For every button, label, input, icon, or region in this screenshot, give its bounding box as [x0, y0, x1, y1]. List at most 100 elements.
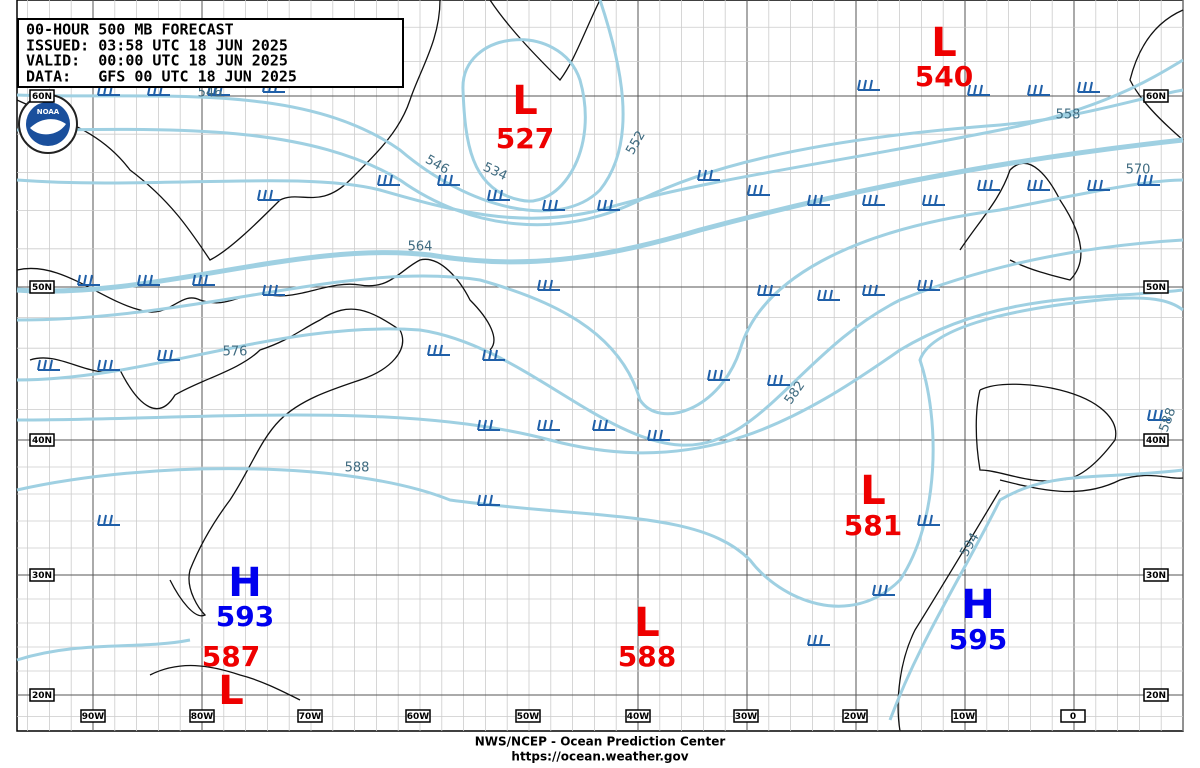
barb-flag: [857, 79, 861, 91]
wind-barb: [262, 284, 285, 296]
barb-flag: [817, 289, 821, 301]
barb-flag: [603, 199, 607, 211]
wind-barb: [767, 374, 790, 386]
barb-flag: [149, 274, 153, 286]
barb-flag: [917, 279, 921, 291]
wind-barb: [97, 514, 120, 526]
wind-barb: [1147, 409, 1170, 421]
center-value: 581: [844, 509, 902, 542]
barb-flag: [97, 514, 101, 526]
tag-box: [29, 568, 55, 582]
barb-flag: [929, 279, 933, 291]
barb-flag: [703, 169, 707, 181]
barb-flag: [862, 194, 866, 206]
wind-barb: [157, 349, 180, 361]
tag-box: [1143, 433, 1169, 447]
wind-barb: [807, 194, 830, 206]
barb-flag: [49, 359, 53, 371]
tag-label: 40W: [627, 712, 650, 722]
barb-flag: [257, 189, 261, 201]
center-type: L: [860, 468, 886, 514]
header-line: DATA: GFS 00 UTC 18 JUN 2025: [26, 68, 297, 86]
barb-flag: [97, 359, 101, 371]
wind-barb: [747, 184, 770, 196]
wind-barb: [647, 429, 670, 441]
wind-barb: [862, 194, 885, 206]
wind-barb: [872, 584, 895, 596]
barb-flag: [707, 369, 711, 381]
center-value: 593: [216, 600, 274, 633]
barb-flag: [263, 189, 267, 201]
wind-barb: [967, 84, 990, 96]
tag-label: 0: [1070, 712, 1076, 722]
barb-flag: [713, 369, 717, 381]
tag-label: 30N: [32, 571, 52, 581]
footer-line: https://ocean.weather.gov: [511, 750, 688, 764]
barb-flag: [869, 79, 873, 91]
barb-flag: [977, 179, 981, 191]
barb-flag: [813, 634, 817, 646]
wind-barb: [922, 194, 945, 206]
header-line: 00-HOUR 500 MB FORECAST: [26, 21, 234, 39]
wind-barb: [1077, 81, 1100, 93]
center-type: H: [228, 560, 261, 606]
map-frame: [16, 0, 1184, 732]
barb-flag: [773, 374, 777, 386]
noaa-logo: NOAA: [18, 94, 78, 154]
wind-barb: [137, 274, 160, 286]
tag-box: [1143, 280, 1169, 294]
tag-box: [1060, 709, 1086, 723]
barb-flag: [549, 419, 553, 431]
axis-tags: 60N 60N 50N 50N 40N 40N 30N 30N 20N 20N 90W 80W 70W 6…: [29, 89, 1169, 723]
barb-flag: [769, 284, 773, 296]
barb-flag: [1039, 84, 1043, 96]
barb-flag: [1033, 84, 1037, 96]
barb-flag: [763, 284, 767, 296]
barb-flag: [1149, 174, 1153, 186]
wind-barb: [862, 284, 885, 296]
barb-flag: [268, 284, 272, 296]
barb-flag: [89, 274, 93, 286]
barb-flag: [923, 514, 927, 526]
barb-flag: [494, 349, 498, 361]
wind-barb: [97, 359, 120, 371]
barb-flag: [598, 419, 602, 431]
wind-barb: [487, 189, 510, 201]
center-type: H: [961, 582, 994, 628]
barb-flag: [709, 169, 713, 181]
tag-box: [625, 709, 651, 723]
wind-barb: [1027, 179, 1050, 191]
barb-flag: [1089, 81, 1093, 93]
barb-flag: [807, 634, 811, 646]
barb-flag: [543, 419, 547, 431]
wind-barb: [857, 79, 880, 91]
wind-barb: [757, 284, 780, 296]
barb-flag: [449, 174, 453, 186]
barb-flag: [868, 284, 872, 296]
wind-barb: [807, 634, 830, 646]
barb-flag: [1093, 179, 1097, 191]
barb-flag: [597, 199, 601, 211]
barb-flag: [1153, 409, 1157, 421]
barb-flag: [989, 179, 993, 191]
barb-flag: [923, 279, 927, 291]
header-line: VALID: 00:00 UTC 18 JUN 2025: [26, 52, 288, 70]
wind-barb: [537, 419, 560, 431]
tag-label: 90W: [82, 712, 105, 722]
wind-barb: [1087, 179, 1110, 191]
barb-flag: [813, 194, 817, 206]
tag-label: 50W: [517, 712, 540, 722]
wind-barb: [37, 359, 60, 371]
grid: [17, 0, 1184, 731]
barb-flag: [427, 344, 431, 356]
barb-flag: [37, 359, 41, 371]
barb-flag: [537, 279, 541, 291]
barb-flag: [653, 429, 657, 441]
contour-label: 576: [223, 345, 248, 360]
barb-flag: [83, 274, 87, 286]
tag-label: 10W: [953, 712, 976, 722]
tag-label: 20N: [1146, 691, 1166, 701]
barb-flag: [499, 189, 503, 201]
barb-flag: [437, 174, 441, 186]
barb-flag: [973, 84, 977, 96]
